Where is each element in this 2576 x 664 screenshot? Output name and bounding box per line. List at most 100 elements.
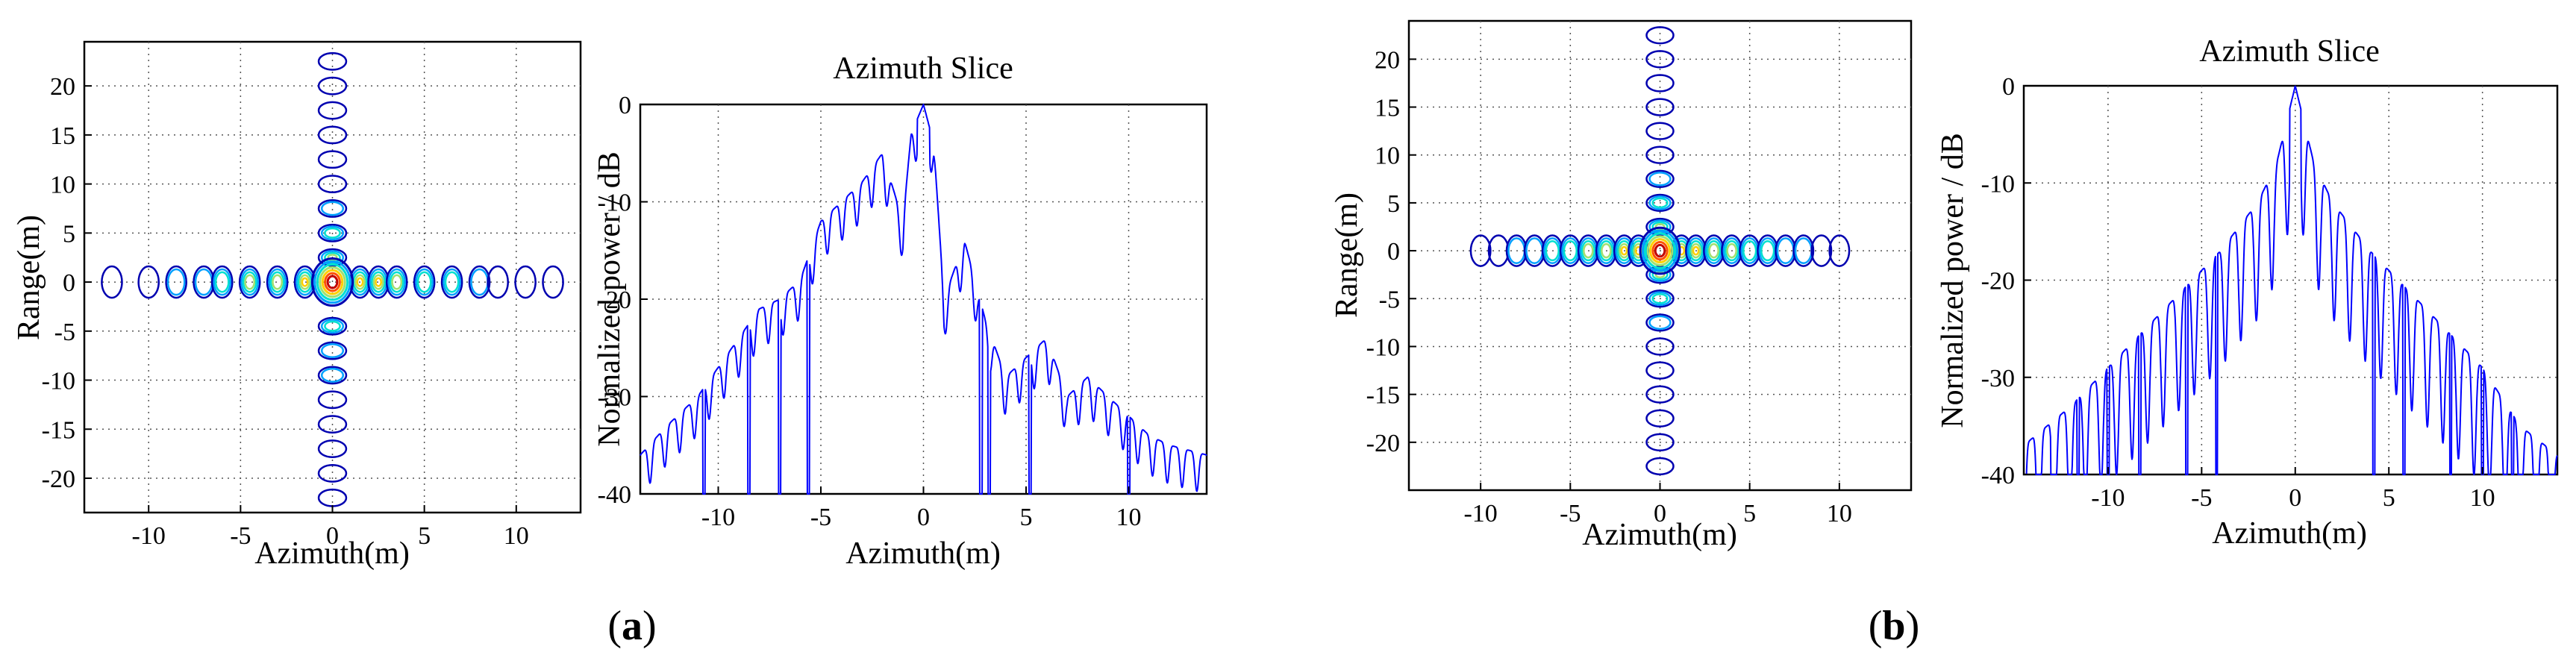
- x-tick-label: 5: [418, 522, 431, 550]
- azimuth-sidelobe-contour: [1620, 245, 1628, 256]
- panel-label-a: (a): [607, 603, 656, 649]
- y-axis-label: Normalized power / dB: [1936, 133, 1970, 427]
- tick-labels: -10 -5 0 5 10 20 15 10 5 0 -5 -10 -15 -20: [1366, 46, 1852, 527]
- range-sidelobe-contour: [317, 199, 348, 218]
- range-sidelobe-contour: [1645, 266, 1675, 284]
- azimuth-sidelobe-contour: [1692, 245, 1700, 256]
- range-sidelobe-contour: [1645, 361, 1675, 380]
- range-sidelobe-contour: [320, 319, 345, 334]
- azimuth-sidelobe-contour: [214, 271, 230, 293]
- mainlobe-contour: [1651, 241, 1669, 261]
- azimuth-sidelobe-contour: [299, 274, 310, 290]
- range-sidelobe-contour: [324, 320, 341, 332]
- range-sidelobe-contour: [317, 125, 348, 145]
- range-sidelobe-contour: [1645, 193, 1675, 213]
- y-tick-label: -20: [42, 466, 75, 493]
- range-sidelobe-contour: [1651, 292, 1669, 304]
- y-tick-label: 10: [50, 172, 75, 199]
- x-tick-label: -5: [230, 522, 251, 550]
- range-sidelobe-contour: [320, 225, 345, 241]
- azimuth-sidelobe-contour: [1690, 242, 1701, 259]
- azimuth-sidelobe-contour: [1563, 239, 1578, 262]
- azimuth-sidelobe-contour: [301, 277, 309, 287]
- chart-title: Azimuth Slice: [2199, 34, 2379, 69]
- x-tick-label: -5: [2191, 484, 2212, 512]
- range-sidelobe-contour: [317, 76, 348, 95]
- azimuth-sidelobe-contour: [272, 274, 284, 290]
- azimuth-sidelobe-contour: [1688, 239, 1704, 262]
- x-axis-label: Azimuth(m): [845, 536, 1001, 571]
- x-tick-label: -10: [1463, 500, 1497, 527]
- range-sidelobe-contour: [317, 415, 348, 434]
- mainlobe-contour: [1639, 226, 1681, 275]
- y-tick-label: 10: [1375, 142, 1400, 170]
- y-tick-label: 0: [1387, 238, 1400, 266]
- y-tick-label: 15: [50, 122, 75, 150]
- x-tick-label: 10: [1116, 504, 1142, 531]
- slice-line: [2023, 85, 2558, 475]
- grid-lines: [84, 42, 581, 513]
- x-axis-label: Azimuth(m): [254, 536, 410, 571]
- azimuth-sidelobe-contour: [1581, 239, 1596, 262]
- azimuth-sidelobe-contour: [101, 265, 123, 299]
- y-tick-label: 5: [1387, 190, 1400, 218]
- slice-line: [640, 104, 1207, 495]
- range-sidelobe-contour: [317, 248, 348, 267]
- range-sidelobe-contour: [1654, 223, 1666, 231]
- range-sidelobe-contour: [1645, 409, 1675, 427]
- y-tick-label: 20: [1375, 46, 1400, 74]
- range-sidelobe-contour: [324, 227, 341, 239]
- azimuth-sidelobe-contour: [1792, 234, 1815, 267]
- azimuth-slice-series: [2023, 85, 2558, 475]
- mainlobe-contour: [1641, 229, 1679, 272]
- range-sidelobe-contour: [320, 368, 345, 383]
- x-tick-label: 0: [2289, 484, 2301, 512]
- azimuth-sidelobe-contour: [1469, 234, 1492, 267]
- x-tick-label: -5: [810, 504, 831, 531]
- range-sidelobe-contour: [317, 223, 348, 242]
- range-sidelobe-contour: [320, 201, 345, 216]
- azimuth-sidelobe-contour: [266, 265, 289, 299]
- range-sidelobe-contour: [327, 254, 338, 262]
- x-tick-label: 0: [1654, 500, 1666, 527]
- y-tick-label: 15: [1375, 95, 1400, 122]
- azimuth-sidelobe-contour: [268, 268, 287, 296]
- azimuth-sidelobe-contour: [385, 265, 408, 299]
- contour-marks: [1469, 26, 1851, 476]
- azimuth-sidelobe-contour: [1724, 239, 1739, 262]
- range-sidelobe-contour: [1648, 172, 1672, 187]
- x-tick-label: -10: [2091, 484, 2125, 512]
- mainlobe-contour: [1649, 238, 1671, 263]
- y-tick-label: 5: [63, 220, 75, 248]
- azimuth-sidelobe-contour: [354, 274, 366, 290]
- azimuth-sidelobe-contour: [389, 271, 404, 293]
- x-tick-label: -10: [132, 522, 166, 550]
- azimuth-sidelobe-contour: [542, 265, 564, 299]
- y-tick-label: 0: [619, 92, 631, 119]
- y-tick-label: -20: [598, 286, 631, 314]
- azimuth-sidelobe-contour: [416, 271, 432, 293]
- y-tick-label: -10: [598, 190, 631, 217]
- slice-plot-b: -10 -5 0 5 10 0 -10 -20 -30 -40 Azimuth Slice Azi…: [1936, 34, 2559, 551]
- range-sidelobe-contour: [317, 51, 348, 71]
- y-tick-label: -30: [598, 384, 631, 412]
- range-sidelobe-contour: [1648, 195, 1672, 210]
- azimuth-sidelobe-contour: [210, 265, 234, 299]
- range-sidelobe-contour: [317, 390, 348, 410]
- range-sidelobe-contour: [317, 366, 348, 385]
- azimuth-sidelobe-contour: [1742, 239, 1757, 262]
- mainlobe-contour: [1654, 243, 1666, 258]
- range-sidelobe-contour: [320, 343, 345, 359]
- range-sidelobe-contour: [1645, 313, 1675, 332]
- azimuth-sidelobe-contour: [238, 265, 261, 299]
- y-tick-label: -5: [1379, 286, 1400, 313]
- azimuth-sidelobe-contour: [1601, 242, 1612, 259]
- azimuth-sidelobe-contour: [166, 268, 186, 296]
- mainlobe-contour: [1644, 232, 1676, 269]
- azimuth-sidelobe-contour: [1726, 242, 1737, 259]
- x-tick-label: 5: [1020, 504, 1033, 531]
- azimuth-sidelobe-contour: [1598, 239, 1614, 262]
- range-sidelobe-contour: [317, 463, 348, 483]
- mainlobe-contour: [319, 266, 346, 298]
